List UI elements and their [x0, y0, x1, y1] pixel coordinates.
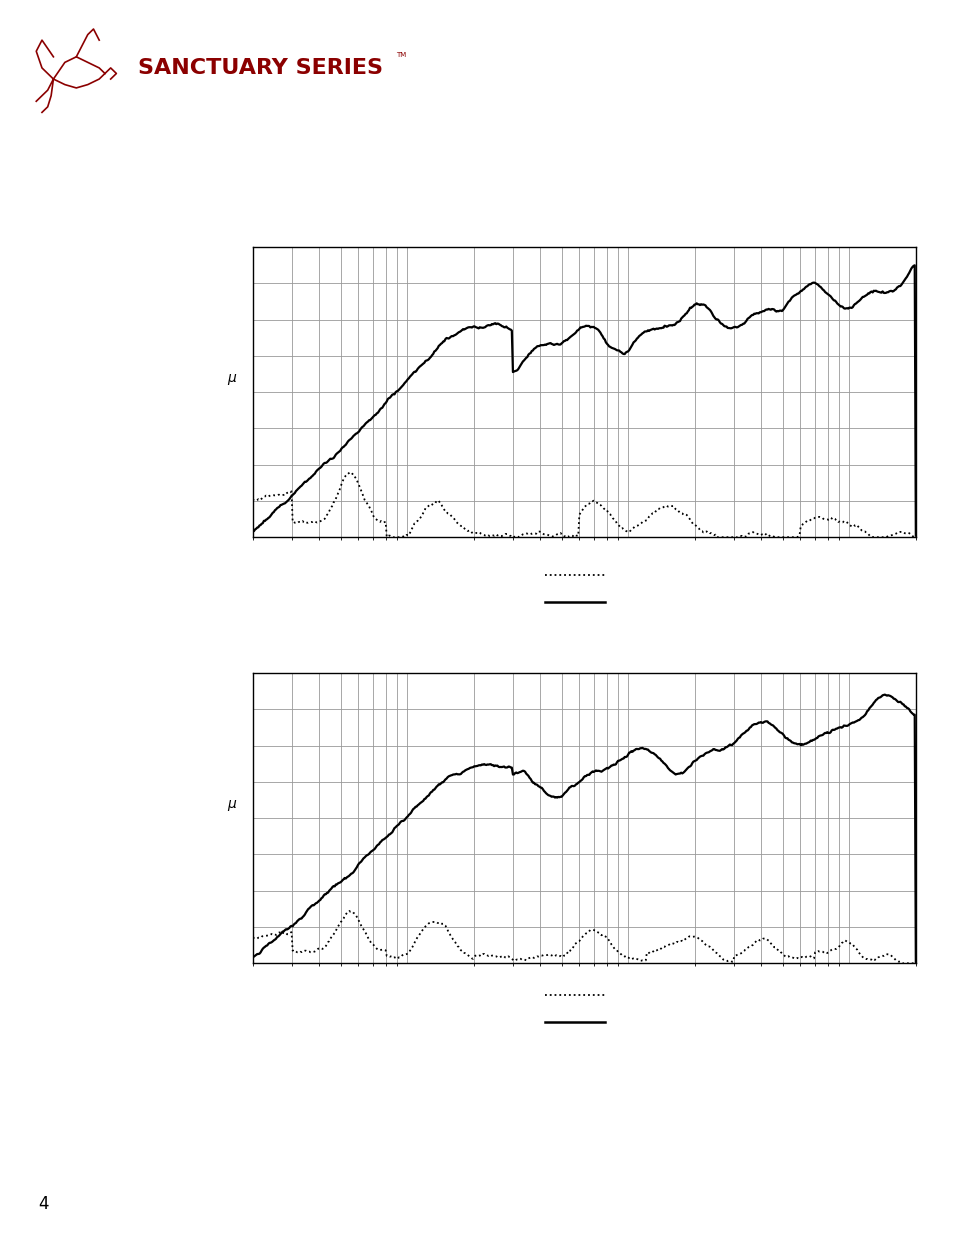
Text: μ: μ [227, 370, 235, 384]
Text: 4: 4 [38, 1194, 49, 1213]
Text: SANCTUARY SERIES: SANCTUARY SERIES [138, 58, 383, 78]
Text: TM: TM [395, 52, 406, 58]
Text: μ: μ [227, 797, 235, 810]
